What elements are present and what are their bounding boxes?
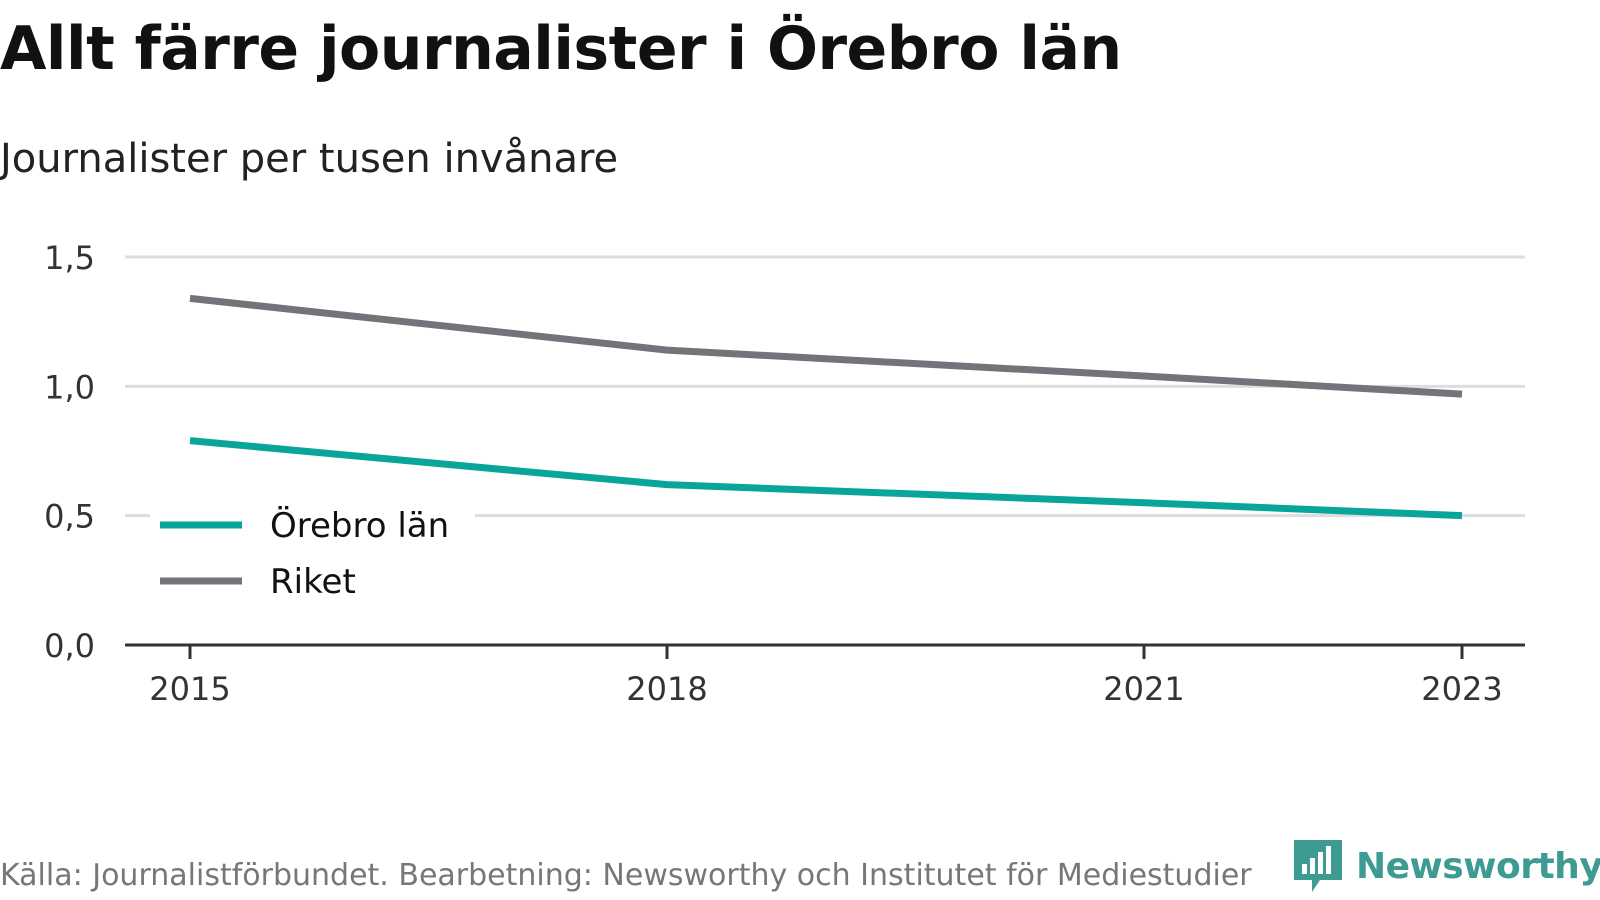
chart-title: Allt färre journalister i Örebro län xyxy=(0,14,1122,84)
legend-background xyxy=(150,495,475,605)
y-tick-label: 1,5 xyxy=(44,239,95,277)
chart-subtitle: Journalister per tusen invånare xyxy=(0,136,619,182)
source-note: Källa: Journalistförbundet. Bearbetning:… xyxy=(0,858,1252,893)
y-tick-label: 0,5 xyxy=(44,498,95,536)
x-tick-label: 2021 xyxy=(1103,670,1184,708)
newsworthy-logo-icon xyxy=(1294,840,1342,892)
x-tick-label: 2023 xyxy=(1421,670,1502,708)
x-tick-label: 2018 xyxy=(626,670,707,708)
legend-label: Riket xyxy=(270,562,356,602)
brand-name: Newsworthy xyxy=(1356,845,1600,887)
brand-logo: Newsworthy xyxy=(1294,840,1600,892)
x-tick-label: 2015 xyxy=(149,670,230,708)
series-line-orebro xyxy=(189,437,1463,520)
y-tick-label: 0,0 xyxy=(44,627,95,665)
series-line-riket xyxy=(189,294,1463,398)
legend-label: Örebro län xyxy=(270,505,449,546)
y-tick-label: 1,0 xyxy=(44,368,95,406)
